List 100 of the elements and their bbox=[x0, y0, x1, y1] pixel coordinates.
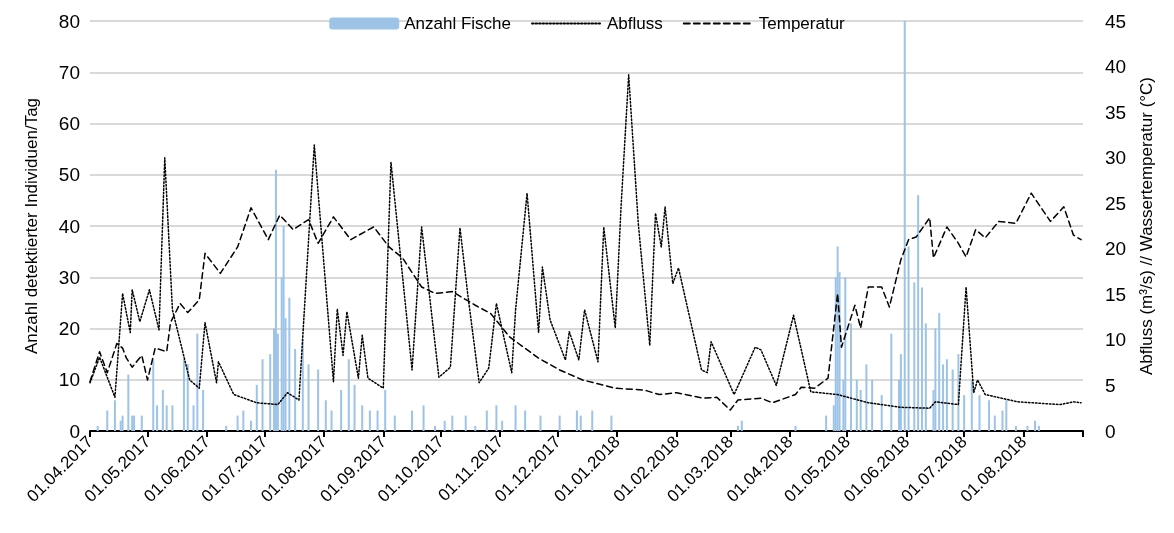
bar bbox=[988, 400, 991, 431]
bar bbox=[579, 415, 582, 431]
y2-tick-label: 35 bbox=[1105, 101, 1127, 123]
bar bbox=[347, 359, 350, 431]
bar bbox=[301, 338, 304, 431]
bar bbox=[324, 400, 327, 431]
bar bbox=[384, 390, 387, 431]
legend-label: Abfluss bbox=[607, 14, 663, 33]
y-tick-label: 10 bbox=[58, 369, 80, 391]
bar bbox=[978, 395, 981, 431]
bar bbox=[307, 364, 310, 431]
bar bbox=[269, 354, 272, 431]
bar bbox=[294, 349, 297, 431]
bar bbox=[934, 328, 937, 431]
bar bbox=[171, 405, 174, 431]
bar bbox=[591, 410, 594, 431]
bar bbox=[890, 333, 893, 431]
bar bbox=[855, 379, 858, 431]
bar bbox=[182, 359, 185, 431]
bar bbox=[970, 379, 973, 431]
legend-label: Temperatur bbox=[758, 14, 846, 33]
bar bbox=[825, 415, 828, 431]
bar bbox=[140, 415, 143, 431]
bar bbox=[186, 364, 189, 431]
bar bbox=[288, 297, 291, 431]
y2-tick-label: 40 bbox=[1105, 56, 1127, 78]
bar bbox=[836, 246, 839, 431]
y-tick-label: 80 bbox=[58, 10, 80, 32]
bar bbox=[261, 359, 264, 431]
bar bbox=[485, 410, 488, 431]
bar bbox=[871, 379, 874, 431]
bar bbox=[156, 405, 159, 431]
bar bbox=[225, 425, 228, 431]
bar bbox=[317, 369, 320, 431]
bar bbox=[903, 21, 906, 431]
bar bbox=[1005, 400, 1008, 431]
bar bbox=[907, 246, 910, 431]
bar bbox=[368, 410, 371, 431]
y2-axis-title: Abfluss (m³/s) // Wassertemperatur (°C) bbox=[1137, 76, 1156, 376]
bar bbox=[422, 405, 425, 431]
y2-tick-label: 15 bbox=[1105, 283, 1127, 305]
y-tick-label: 50 bbox=[58, 164, 80, 186]
bar bbox=[539, 415, 542, 431]
bar bbox=[340, 390, 343, 431]
bar bbox=[951, 369, 954, 431]
bar bbox=[558, 415, 561, 431]
bar bbox=[119, 420, 122, 431]
bar bbox=[740, 420, 743, 431]
bar bbox=[1037, 425, 1040, 431]
y2-tick-label: 0 bbox=[1105, 420, 1116, 442]
bar bbox=[202, 390, 205, 431]
bar bbox=[274, 169, 277, 431]
y-tick-label: 40 bbox=[58, 215, 80, 237]
bar bbox=[495, 405, 498, 431]
bar bbox=[464, 415, 467, 431]
bar bbox=[850, 323, 853, 431]
bar bbox=[236, 415, 239, 431]
bar bbox=[501, 420, 504, 431]
legend-label: Anzahl Fische bbox=[404, 14, 512, 33]
y2-tick-label: 45 bbox=[1105, 10, 1127, 32]
bar bbox=[250, 420, 253, 431]
bar bbox=[610, 415, 613, 431]
bar bbox=[474, 425, 477, 431]
bar bbox=[844, 277, 847, 431]
bar bbox=[917, 195, 920, 431]
bar bbox=[393, 415, 396, 431]
bar bbox=[993, 415, 996, 431]
bar bbox=[1034, 420, 1037, 431]
y-tick-label: 20 bbox=[58, 318, 80, 339]
bar bbox=[282, 226, 285, 431]
bar bbox=[945, 359, 948, 431]
bar bbox=[330, 410, 333, 431]
bar bbox=[242, 410, 245, 431]
bar bbox=[938, 313, 941, 431]
bar bbox=[913, 282, 916, 431]
bar bbox=[165, 405, 168, 431]
y-axis-title: Anzahl detektierter Individuen/Tag bbox=[22, 97, 41, 355]
bar bbox=[113, 400, 116, 431]
bar bbox=[957, 354, 960, 431]
bar bbox=[942, 364, 945, 431]
bar bbox=[361, 405, 364, 431]
bar bbox=[353, 384, 356, 431]
y2-tick-label: 25 bbox=[1105, 192, 1127, 214]
bar bbox=[514, 405, 517, 431]
y2-tick-label: 5 bbox=[1105, 374, 1116, 396]
bar bbox=[524, 410, 527, 431]
bar bbox=[899, 354, 902, 431]
y2-tick-label: 10 bbox=[1105, 329, 1127, 351]
y-tick-label: 60 bbox=[58, 113, 80, 134]
bar bbox=[443, 420, 446, 431]
bar bbox=[920, 287, 923, 431]
bar bbox=[196, 333, 199, 431]
bar bbox=[152, 359, 155, 431]
bar bbox=[376, 410, 379, 431]
y2-tick-label: 30 bbox=[1105, 147, 1127, 169]
bar bbox=[161, 390, 164, 431]
y-tick-label: 70 bbox=[58, 61, 80, 83]
bar bbox=[106, 410, 109, 431]
y-tick-label: 30 bbox=[58, 266, 80, 288]
bar bbox=[1026, 425, 1029, 431]
